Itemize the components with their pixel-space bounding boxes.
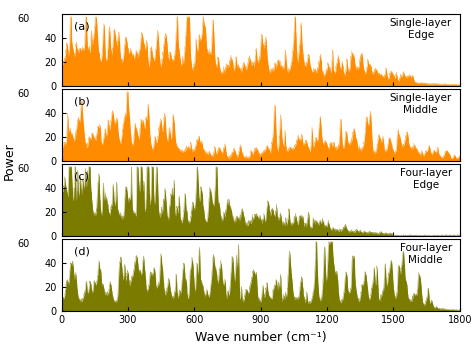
Text: (b): (b) (73, 96, 89, 106)
Text: (c): (c) (73, 171, 89, 181)
Text: 60: 60 (18, 89, 30, 99)
Text: Four-layer
Middle: Four-layer Middle (400, 243, 452, 265)
Text: Power: Power (3, 142, 16, 180)
Text: 60: 60 (18, 14, 30, 24)
X-axis label: Wave number (cm⁻¹): Wave number (cm⁻¹) (195, 331, 327, 344)
Text: (a): (a) (73, 21, 89, 31)
Text: 60: 60 (18, 239, 30, 249)
Text: Single-layer
Middle: Single-layer Middle (390, 93, 452, 115)
Text: 60: 60 (18, 164, 30, 174)
Text: Single-layer
Edge: Single-layer Edge (390, 18, 452, 40)
Text: (d): (d) (73, 246, 90, 256)
Text: Four-layer
Edge: Four-layer Edge (400, 168, 452, 190)
